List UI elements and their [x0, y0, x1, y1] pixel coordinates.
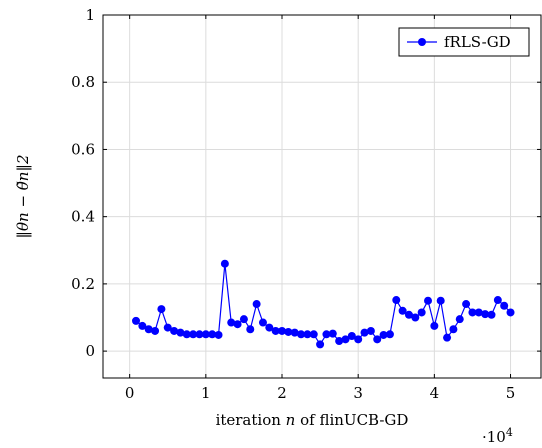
data-point-fRLS-GD-11	[201, 330, 210, 339]
data-point-fRLS-GD-1	[138, 321, 147, 330]
data-point-fRLS-GD-45	[417, 308, 426, 317]
y-tick-label-0.4: 0.4	[71, 208, 95, 226]
x-tick-label-0: 0	[125, 384, 135, 402]
data-point-fRLS-GD-29	[316, 340, 325, 349]
data-point-fRLS-GD-14	[220, 259, 229, 268]
data-point-fRLS-GD-57	[493, 296, 502, 305]
x-tick-label-2: 2	[277, 384, 287, 402]
data-point-fRLS-GD-40	[385, 330, 394, 339]
x-tick-label-3: 3	[353, 384, 363, 402]
data-point-fRLS-GD-52	[462, 300, 471, 309]
data-point-fRLS-GD-41	[392, 296, 401, 305]
data-point-fRLS-GD-6	[170, 326, 179, 335]
data-point-fRLS-GD-33	[341, 335, 350, 344]
data-point-fRLS-GD-2	[144, 325, 153, 334]
legend: fRLS-GD	[398, 27, 530, 57]
legend-label-fRLS-GD: fRLS-GD	[444, 33, 511, 51]
data-point-fRLS-GD-53	[468, 308, 477, 317]
x-tick-label-5: 5	[506, 384, 516, 402]
y-tick-label-0.6: 0.6	[71, 140, 95, 158]
data-point-fRLS-GD-47	[430, 321, 439, 330]
x-axis-scale-note: ·104	[482, 426, 513, 446]
data-point-fRLS-GD-49	[443, 333, 452, 342]
y-axis-label: ‖θn − θ̃n‖2	[14, 154, 32, 238]
data-point-fRLS-GD-9	[189, 330, 198, 339]
data-point-fRLS-GD-31	[328, 329, 337, 338]
data-point-fRLS-GD-46	[424, 296, 433, 305]
y-tick-label-0.8: 0.8	[71, 73, 95, 91]
series-layer	[132, 259, 515, 349]
x-axis-label: iteration n of flinUCB-GD	[216, 411, 409, 429]
data-point-fRLS-GD-42	[398, 306, 407, 315]
plot-frame	[102, 14, 542, 379]
x-tick-label-4: 4	[430, 384, 440, 402]
axis-ticks: 0 1 2 3 4 5 0 0.2 0.4 0.6 0.8 1	[71, 6, 541, 402]
y-tick-label-0.2: 0.2	[71, 275, 95, 293]
data-point-fRLS-GD-3	[151, 326, 160, 335]
data-point-fRLS-GD-5	[163, 323, 172, 332]
data-point-fRLS-GD-4	[157, 305, 166, 314]
data-point-fRLS-GD-24	[284, 327, 293, 336]
y-tick-label-0: 0	[85, 342, 95, 360]
data-point-fRLS-GD-30	[322, 330, 331, 339]
data-point-fRLS-GD-17	[239, 315, 248, 324]
data-point-fRLS-GD-38	[373, 335, 382, 344]
data-point-fRLS-GD-16	[233, 320, 242, 329]
data-point-fRLS-GD-37	[366, 326, 375, 335]
data-point-fRLS-GD-56	[487, 310, 496, 319]
data-point-fRLS-GD-7	[176, 328, 185, 337]
data-point-fRLS-GD-0	[132, 316, 141, 325]
data-point-fRLS-GD-26	[297, 330, 306, 339]
data-point-fRLS-GD-8	[182, 330, 191, 339]
data-point-fRLS-GD-15	[227, 318, 236, 327]
grid	[103, 14, 541, 378]
data-point-fRLS-GD-48	[436, 296, 445, 305]
data-point-fRLS-GD-35	[354, 335, 363, 344]
data-point-fRLS-GD-23	[278, 326, 287, 335]
data-point-fRLS-GD-51	[455, 315, 464, 324]
data-point-fRLS-GD-58	[500, 301, 509, 310]
data-point-fRLS-GD-12	[208, 330, 217, 339]
data-point-fRLS-GD-44	[411, 313, 420, 322]
data-point-fRLS-GD-55	[481, 310, 490, 319]
data-point-fRLS-GD-19	[252, 300, 261, 309]
data-point-fRLS-GD-25	[290, 328, 299, 337]
data-point-fRLS-GD-36	[360, 328, 369, 337]
legend-marker-fRLS-GD	[418, 38, 426, 46]
data-point-fRLS-GD-34	[347, 331, 356, 340]
data-point-fRLS-GD-54	[474, 308, 483, 317]
x-tick-label-1: 1	[201, 384, 211, 402]
data-point-fRLS-GD-18	[246, 325, 255, 334]
data-point-fRLS-GD-32	[335, 337, 344, 346]
data-point-fRLS-GD-22	[271, 326, 280, 335]
data-point-fRLS-GD-13	[214, 330, 223, 339]
data-point-fRLS-GD-21	[265, 323, 274, 332]
y-tick-label-1: 1	[85, 6, 95, 24]
data-point-fRLS-GD-20	[258, 318, 267, 327]
data-point-fRLS-GD-59	[506, 308, 515, 317]
data-point-fRLS-GD-10	[195, 330, 204, 339]
data-point-fRLS-GD-43	[404, 310, 413, 319]
data-point-fRLS-GD-39	[379, 330, 388, 339]
data-point-fRLS-GD-50	[449, 325, 458, 334]
data-point-fRLS-GD-27	[303, 330, 312, 339]
data-point-fRLS-GD-28	[309, 330, 318, 339]
